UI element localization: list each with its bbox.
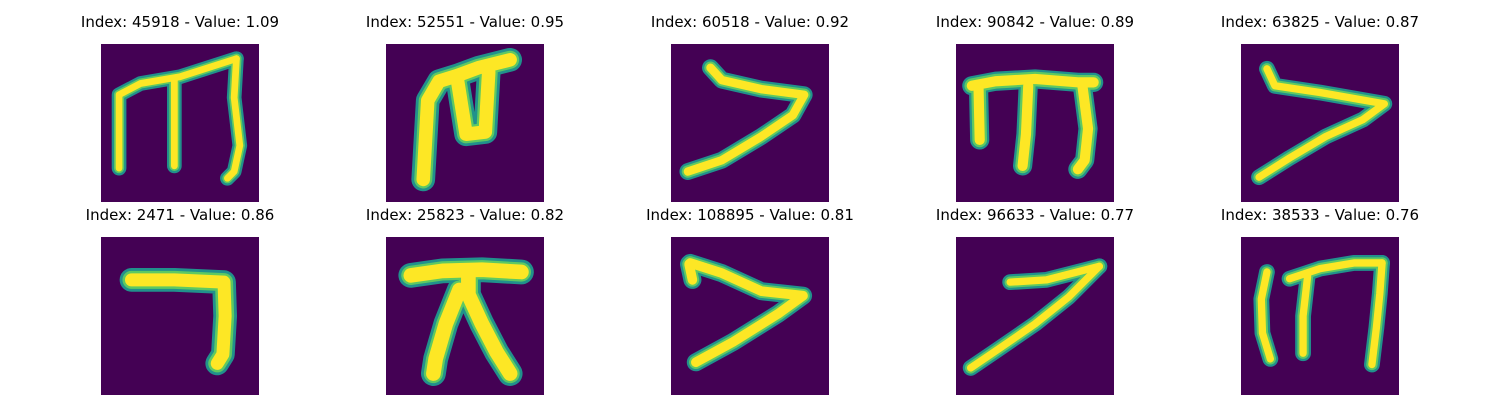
tile-image	[101, 44, 259, 202]
tile-title: Index: 38533 - Value: 0.76	[1220, 206, 1420, 224]
tile-7: Index: 25823 - Value: 0.82	[335, 203, 595, 395]
tile-image	[671, 237, 829, 395]
tile-title: Index: 25823 - Value: 0.82	[365, 206, 565, 224]
tile-8: Index: 108895 - Value: 0.81	[620, 203, 880, 395]
tile-title: Index: 52551 - Value: 0.95	[365, 13, 565, 31]
tile-title: Index: 96633 - Value: 0.77	[935, 206, 1135, 224]
tile-image	[386, 44, 544, 202]
tile-4: Index: 90842 - Value: 0.89	[905, 10, 1165, 202]
tile-title: Index: 63825 - Value: 0.87	[1220, 13, 1420, 31]
tile-title: Index: 45918 - Value: 1.09	[80, 13, 280, 31]
tile-3: Index: 60518 - Value: 0.92	[620, 10, 880, 202]
tile-image	[101, 237, 259, 395]
tile-image	[956, 237, 1114, 395]
tile-6: Index: 2471 - Value: 0.86	[50, 203, 310, 395]
tile-5: Index: 63825 - Value: 0.87	[1190, 10, 1450, 202]
tile-title: Index: 90842 - Value: 0.89	[935, 13, 1135, 31]
tile-title: Index: 2471 - Value: 0.86	[85, 206, 275, 224]
tile-image	[1241, 237, 1399, 395]
tile-image	[956, 44, 1114, 202]
tile-image	[671, 44, 829, 202]
tile-2: Index: 52551 - Value: 0.95	[335, 10, 595, 202]
tile-1: Index: 45918 - Value: 1.09	[50, 10, 310, 202]
tile-title: Index: 60518 - Value: 0.92	[650, 13, 850, 31]
tile-9: Index: 96633 - Value: 0.77	[905, 203, 1165, 395]
tile-image	[386, 237, 544, 395]
tile-title: Index: 108895 - Value: 0.81	[646, 206, 854, 224]
tile-10: Index: 38533 - Value: 0.76	[1190, 203, 1450, 395]
tile-image	[1241, 44, 1399, 202]
